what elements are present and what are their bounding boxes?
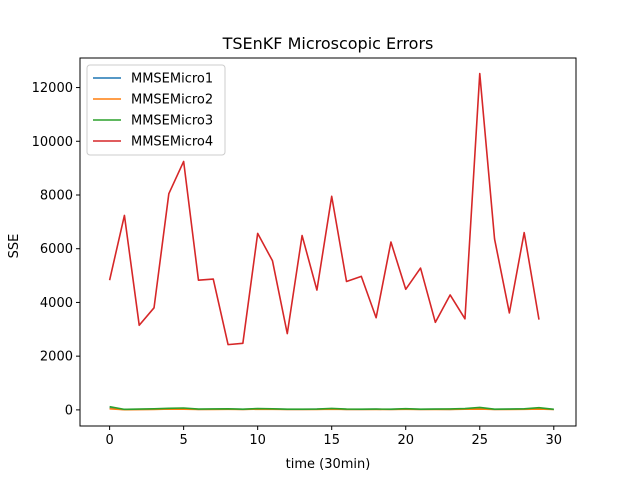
x-tick-label: 25 <box>471 433 488 448</box>
legend-label: MMSEMicro3 <box>131 114 213 129</box>
y-tick-label: 8000 <box>40 188 73 203</box>
y-tick-label: 4000 <box>40 296 73 311</box>
x-tick-label: 30 <box>546 433 563 448</box>
legend-box <box>86 64 226 156</box>
plot-frame <box>79 57 577 427</box>
x-axis-ticks: 0 5 10 15 20 25 30 <box>105 426 562 448</box>
chart-title: TSEnKF Microscopic Errors <box>222 34 434 53</box>
series-line-mmsemicro3 <box>109 405 554 411</box>
legend-label: MMSEMicro2 <box>131 93 213 108</box>
y-tick-label: 2000 <box>40 350 73 365</box>
y-tick-label: 12000 <box>32 81 73 96</box>
legend-label: MMSEMicro1 <box>131 72 213 87</box>
legend-label: MMSEMicro4 <box>131 135 213 150</box>
x-axis-label: time (30min) <box>286 457 371 472</box>
legend: MMSEMicro1 MMSEMicro2 MMSEMicro3 MMSEMicro4 <box>86 64 226 156</box>
y-axis-label: SSE <box>7 234 22 259</box>
y-axis-ticks: 0 2000 4000 6000 8000 10000 12000 <box>32 81 80 418</box>
series-group <box>108 72 554 411</box>
series-line-mmsemicro4 <box>108 72 540 346</box>
x-tick-label: 5 <box>180 433 188 448</box>
x-tick-label: 20 <box>397 433 414 448</box>
x-tick-label: 0 <box>105 433 113 448</box>
x-tick-label: 15 <box>323 433 340 448</box>
y-tick-label: 6000 <box>40 242 73 257</box>
y-tick-label: 0 <box>65 403 73 418</box>
x-tick-label: 10 <box>249 433 266 448</box>
y-tick-label: 10000 <box>32 135 73 150</box>
